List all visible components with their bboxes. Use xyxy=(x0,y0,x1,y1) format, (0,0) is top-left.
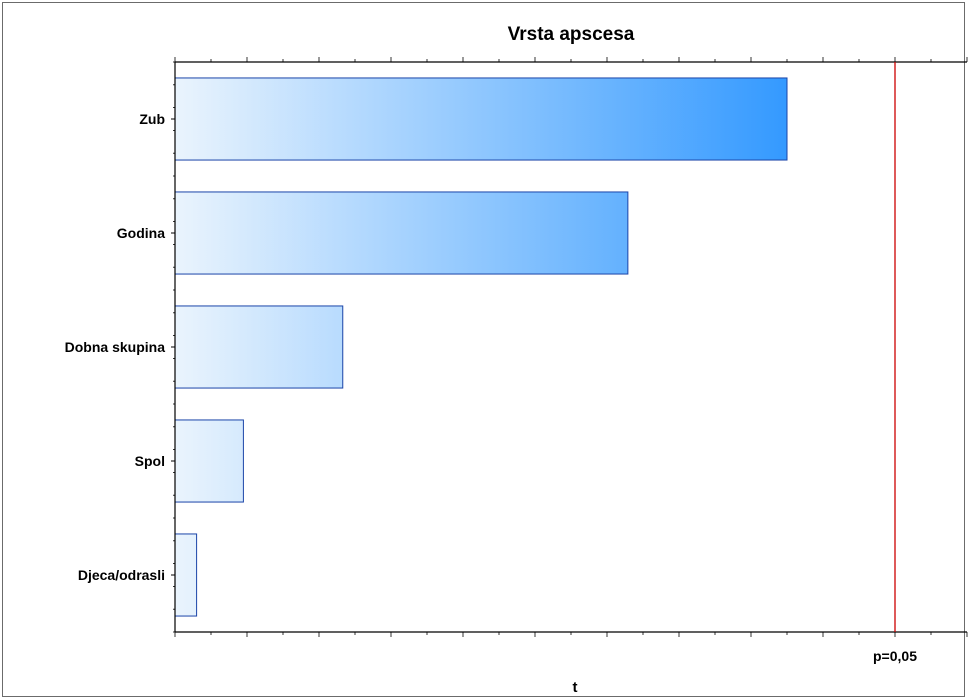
bar xyxy=(174,191,629,275)
category-label: Spol xyxy=(135,453,165,469)
bar xyxy=(174,305,344,389)
category-label: Godina xyxy=(117,225,165,241)
bar xyxy=(174,77,788,161)
bar xyxy=(174,419,244,503)
category-label: Djeca/odrasli xyxy=(78,567,165,583)
category-label: Dobna skupina xyxy=(65,339,166,355)
bar xyxy=(174,533,198,617)
x-axis-label: t xyxy=(573,679,578,696)
category-label: Zub xyxy=(139,111,165,127)
chart-title: Vrsta apscesa xyxy=(507,24,635,45)
reference-line-label: p=0,05 xyxy=(873,648,917,664)
